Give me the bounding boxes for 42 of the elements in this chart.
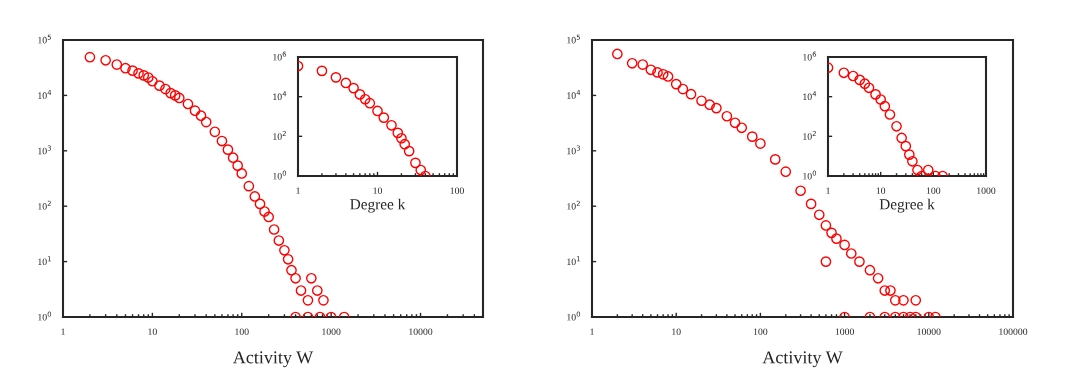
y-tick-label: 10$^{2}$ [38,200,51,210]
x-tick-label: 1 [296,187,300,194]
y-tick-label: 10$^{2}$ [273,130,286,140]
x-tick-label: 10000 [917,328,941,335]
x-tick-label: 1000 [322,328,341,335]
x-axis-title: Degree k [879,198,935,213]
x-tick-label: 100000 [999,328,1028,335]
x-axis-title: Degree k [350,198,406,213]
x-tick-label: 1 [61,328,65,335]
y-tick-label: 10$^{1}$ [567,256,580,266]
y-tick-label: 10$^{4}$ [803,91,817,101]
x-tick-label: 100 [926,187,941,194]
y-tick-label: 10$^{0}$ [803,170,817,180]
x-tick-label: 10 [672,328,681,335]
x-tick-label: 100 [235,328,249,335]
x-axis-title: Activity W [762,351,843,368]
y-tick-label: 10$^{0}$ [567,311,581,321]
y-tick-label: 10$^{5}$ [567,34,580,44]
y-tick-label: 10$^{6}$ [803,51,817,61]
y-tick-label: 10$^{4}$ [38,90,52,99]
y-tick-label: 10$^{2}$ [567,200,580,210]
x-tick-label: 1000 [835,328,854,335]
x-tick-label: 1000 [977,187,996,194]
x-tick-label: 1 [826,187,830,194]
y-tick-label: 10$^{3}$ [567,145,580,155]
y-tick-label: 10$^{5}$ [38,34,51,44]
x-tick-label: 10 [148,328,157,335]
x-axis-title: Activity W [232,351,314,368]
x-tick-label: 1 [590,328,594,335]
y-tick-label: 10$^{0}$ [273,170,287,180]
y-tick-label: 10$^{4}$ [273,91,287,101]
x-tick-label: 10000 [409,328,433,335]
y-tick-label: 10$^{0}$ [38,311,52,321]
y-tick-label: 10$^{4}$ [567,90,581,99]
y-tick-label: 10$^{6}$ [273,51,287,61]
y-tick-label: 10$^{1}$ [38,256,51,266]
y-tick-label: 10$^{3}$ [38,145,51,155]
x-tick-label: 10 [373,187,382,194]
x-tick-label: 100 [450,187,464,194]
x-tick-label: 100 [753,328,768,335]
x-tick-label: 10 [876,187,886,194]
y-tick-label: 10$^{2}$ [803,130,816,140]
